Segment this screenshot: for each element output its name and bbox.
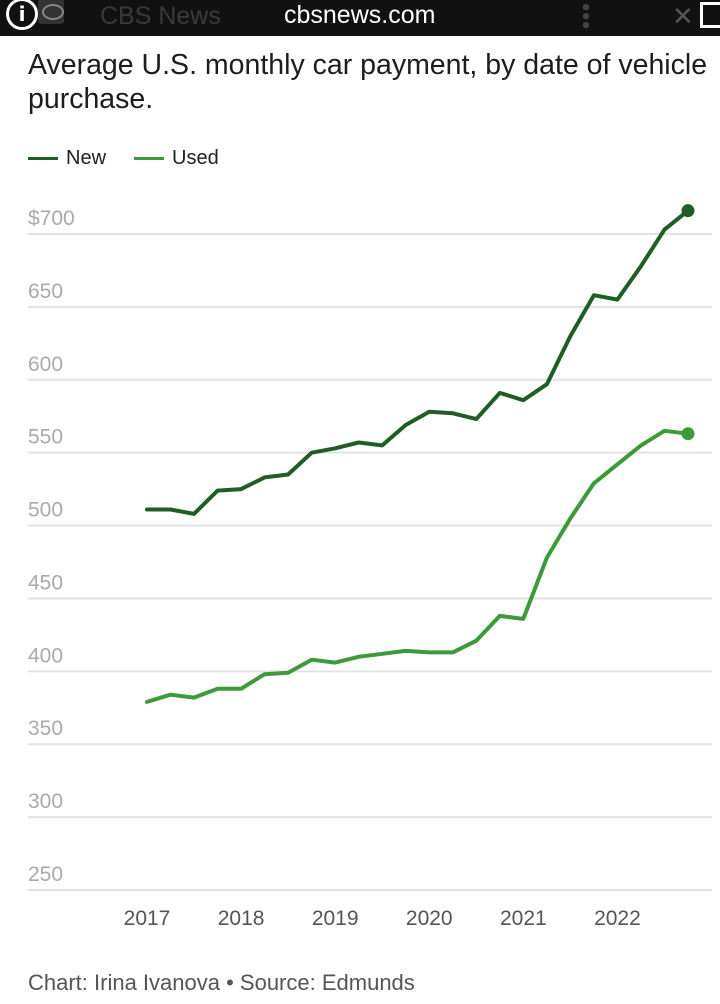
y-tick-label: 350: [28, 717, 63, 740]
line-chart: 250 300 350 400 450 500 550 600 650 $700 2017 2018 2…: [28, 204, 712, 930]
x-tick-label: 2017: [124, 907, 171, 930]
url-text[interactable]: cbsnews.com: [284, 1, 436, 29]
y-tick-label: $700: [28, 207, 75, 230]
x-tick-label: 2022: [594, 907, 641, 930]
y-tick-label: 400: [28, 644, 63, 667]
series-endpoint-new: [681, 204, 695, 218]
more-vertical-icon[interactable]: • • •: [580, 0, 592, 37]
x-tick-label: 2019: [312, 907, 359, 930]
browser-bar: i CBS News cbsnews.com • • • ✕: [0, 0, 720, 36]
series-line-used: [145, 428, 690, 704]
info-icon[interactable]: i: [6, 0, 38, 30]
series-line-new: [145, 208, 690, 516]
share-icon[interactable]: [700, 2, 720, 28]
x-tick-label: 2021: [500, 907, 547, 930]
y-tick-label: 500: [28, 499, 63, 522]
y-tick-label: 550: [28, 426, 63, 449]
site-logo: [38, 0, 64, 24]
legend-label-used: Used: [172, 147, 219, 169]
legend-label-new: New: [66, 147, 107, 169]
chart-credit: Chart: Irina Ivanova • Source: Edmunds: [28, 970, 415, 995]
legend-swatch-used: [134, 157, 164, 160]
y-tick-label: 300: [28, 790, 63, 813]
y-tick-label: 650: [28, 280, 63, 303]
x-tick-label: 2020: [406, 907, 453, 930]
chart-title: Average U.S. monthly car payment, by dat…: [28, 49, 708, 115]
y-tick-label: 600: [28, 353, 63, 376]
x-tick-label: 2018: [218, 907, 265, 930]
site-name: CBS News: [100, 2, 221, 30]
series-endpoint-used: [681, 427, 695, 441]
y-tick-label: 250: [28, 863, 63, 886]
close-icon[interactable]: ✕: [672, 2, 694, 32]
legend-swatch-new: [28, 157, 58, 160]
y-tick-label: 450: [28, 571, 63, 594]
